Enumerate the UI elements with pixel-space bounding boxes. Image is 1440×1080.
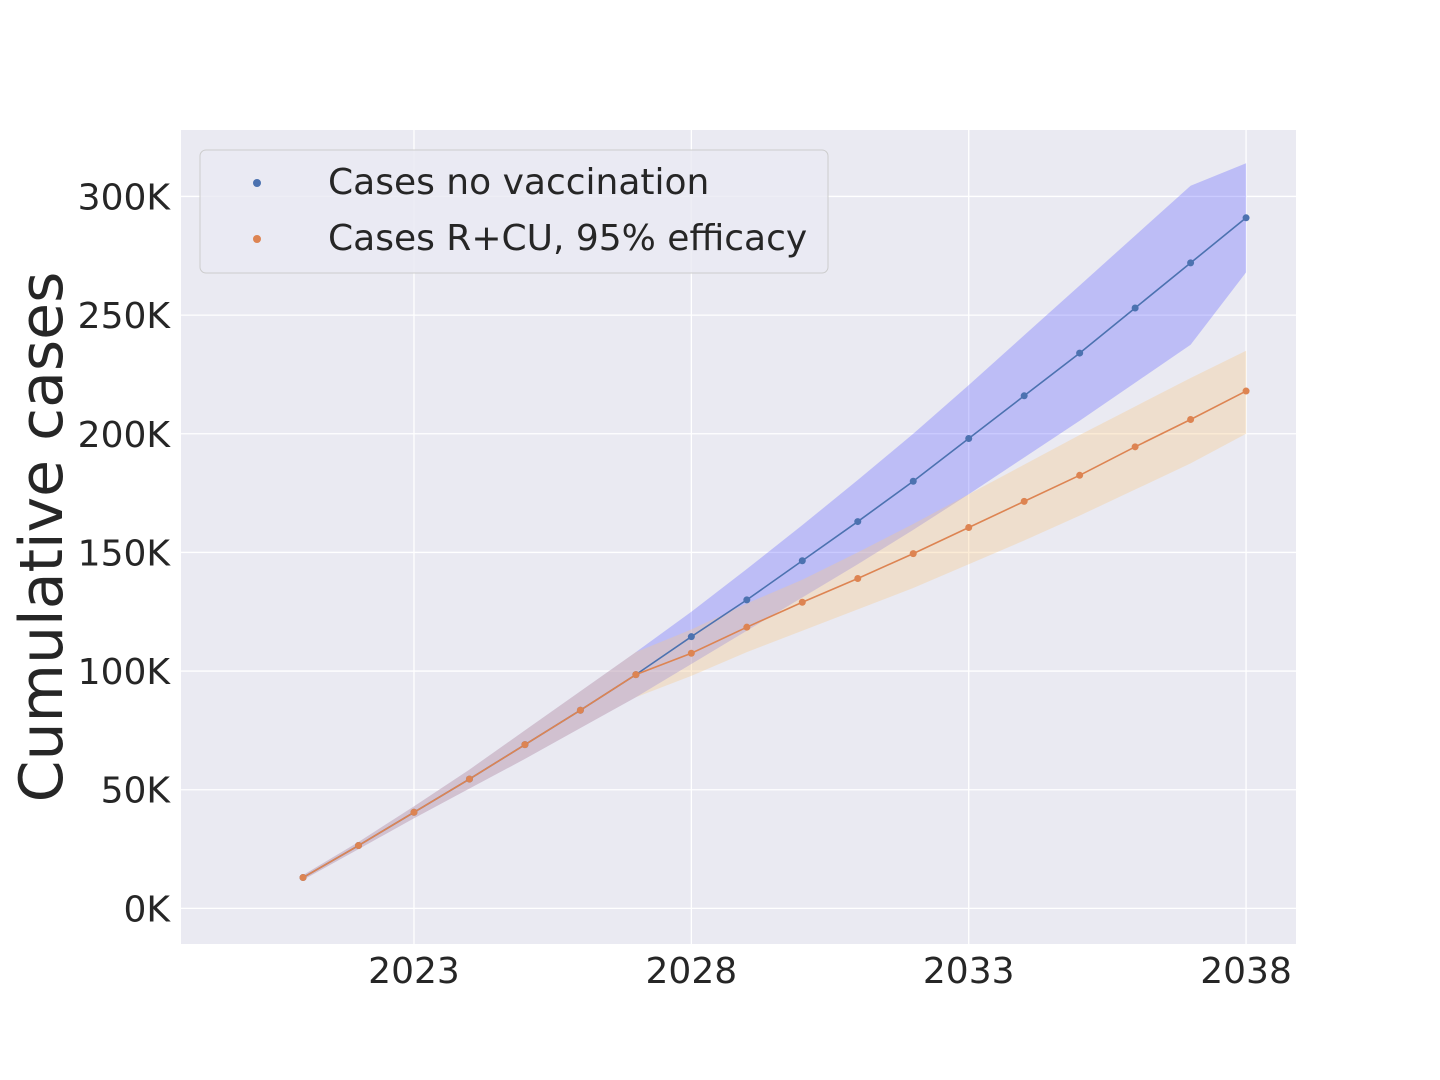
point-rcu-vaccination: [632, 671, 640, 679]
y-tick-label: 200K: [78, 415, 172, 456]
point-rcu-vaccination: [299, 874, 307, 882]
point-rcu-vaccination: [909, 550, 917, 558]
legend-label-rcu-vaccination: Cases R+CU, 95% efficacy: [328, 218, 807, 259]
series-points: [299, 214, 1250, 882]
legend-marker-no-vaccination: [253, 179, 261, 187]
point-no-vaccination: [798, 557, 806, 565]
legend-label-no-vaccination: Cases no vaccination: [328, 162, 709, 203]
x-tick-label: 2023: [368, 951, 460, 992]
band-no-vaccination: [303, 163, 1247, 880]
point-no-vaccination: [909, 477, 917, 485]
legend-box: [199, 149, 829, 274]
line-rcu-vaccination: [302, 390, 1247, 879]
point-rcu-vaccination: [1242, 387, 1250, 395]
point-rcu-vaccination: [355, 842, 363, 850]
point-rcu-vaccination: [965, 524, 973, 532]
series-lines: [302, 217, 1247, 879]
point-rcu-vaccination: [1131, 443, 1139, 451]
point-rcu-vaccination: [687, 649, 695, 657]
point-rcu-vaccination: [410, 808, 418, 816]
point-no-vaccination: [854, 518, 862, 526]
y-tick-label: 300K: [78, 177, 172, 218]
legend-marker-rcu-vaccination: [253, 235, 261, 243]
x-tick-labels: 2023 2028 2033 2038: [368, 951, 1292, 992]
y-axis-label: Cumulative cases: [7, 272, 77, 803]
point-no-vaccination: [1076, 349, 1084, 357]
point-no-vaccination: [1242, 214, 1250, 222]
point-rcu-vaccination: [465, 775, 473, 783]
y-tick-labels: 0K 50K 100K 150K 200K 250K 300K: [78, 177, 172, 930]
point-no-vaccination: [687, 633, 695, 641]
point-rcu-vaccination: [743, 623, 751, 631]
y-tick-label: 0K: [123, 889, 171, 930]
point-no-vaccination: [965, 435, 973, 443]
point-no-vaccination: [1187, 259, 1195, 267]
point-no-vaccination: [743, 596, 751, 604]
point-rcu-vaccination: [1076, 471, 1084, 479]
y-tick-label: 100K: [78, 652, 172, 693]
point-rcu-vaccination: [1020, 497, 1028, 505]
point-rcu-vaccination: [854, 575, 862, 583]
y-tick-label: 250K: [78, 296, 172, 337]
point-rcu-vaccination: [576, 706, 584, 714]
legend: Cases no vaccination Cases R+CU, 95% eff…: [199, 149, 829, 274]
x-tick-label: 2028: [646, 951, 738, 992]
point-rcu-vaccination: [1187, 416, 1195, 424]
y-tick-label: 150K: [78, 533, 172, 574]
point-rcu-vaccination: [798, 598, 806, 606]
x-tick-label: 2033: [923, 951, 1015, 992]
point-rcu-vaccination: [521, 741, 529, 749]
point-no-vaccination: [1131, 304, 1139, 312]
x-tick-label: 2038: [1200, 951, 1292, 992]
point-no-vaccination: [1020, 392, 1028, 400]
y-tick-label: 50K: [101, 771, 172, 812]
